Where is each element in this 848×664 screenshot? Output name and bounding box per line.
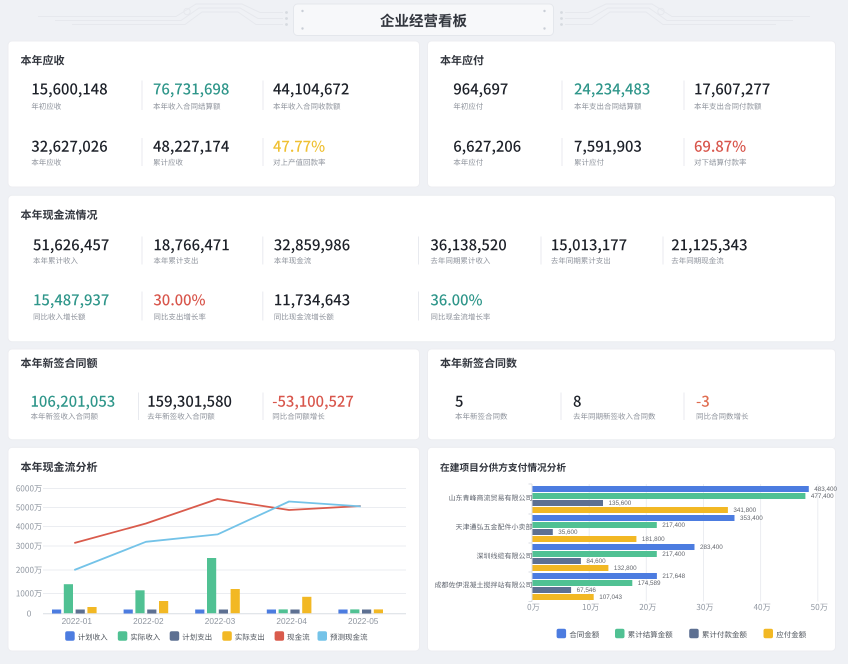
svg-text:35,600: 35,600 [558,529,578,536]
svg-text:353,400: 353,400 [740,515,763,522]
svg-text:2022-03: 2022-03 [205,616,236,626]
svg-text:283,400: 283,400 [700,544,723,551]
svg-text:2022-02: 2022-02 [133,616,164,626]
svg-text:217,400: 217,400 [662,522,685,529]
svg-text:181,800: 181,800 [642,536,665,543]
svg-text:84,600: 84,600 [586,558,606,565]
svg-text:0: 0 [27,610,32,619]
svg-text:2022-01: 2022-01 [62,616,93,626]
svg-text:107,043: 107,043 [599,594,622,601]
svg-text:2022-04: 2022-04 [276,616,307,626]
svg-text:132,800: 132,800 [614,565,637,572]
svg-text:217,400: 217,400 [662,551,685,558]
svg-text:483,400: 483,400 [814,486,837,493]
svg-text:341,800: 341,800 [733,507,756,514]
svg-text:2022-05: 2022-05 [348,616,379,626]
svg-text:174,589: 174,589 [638,580,661,587]
svg-text:217,648: 217,648 [662,573,685,580]
svg-text:135,600: 135,600 [609,500,632,507]
svg-text:477,400: 477,400 [811,493,834,500]
svg-text:67,546: 67,546 [577,587,597,594]
